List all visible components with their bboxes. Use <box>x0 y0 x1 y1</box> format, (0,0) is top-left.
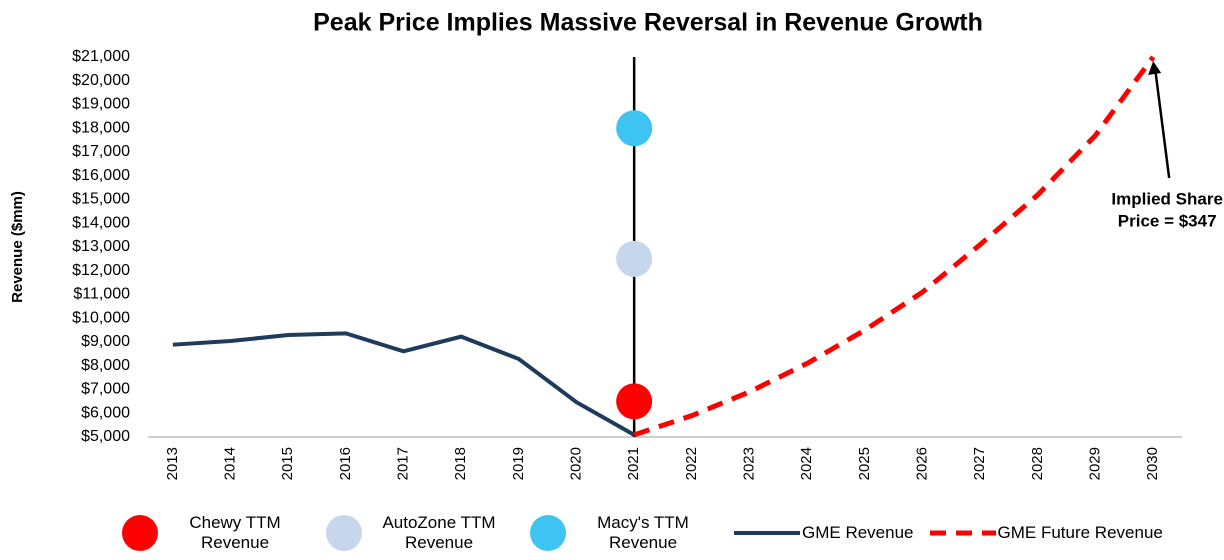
legend-item: AutoZone TTM Revenue <box>324 513 514 553</box>
x-tick-label: 2027 <box>971 447 988 480</box>
y-tick-label: $13,000 <box>72 238 130 255</box>
y-tick-label: $9,000 <box>81 333 130 350</box>
annotation: Price = $347 <box>1118 211 1217 230</box>
x-tick-label: 2030 <box>1144 447 1161 480</box>
scatter-point <box>616 110 653 147</box>
y-tick-label: $7,000 <box>81 381 130 398</box>
annotation-arrow <box>1153 68 1171 179</box>
x-tick-label: 2017 <box>394 447 411 480</box>
line-series <box>172 331 636 437</box>
y-tick-label: $17,000 <box>72 143 130 160</box>
x-tick-label: 2029 <box>1086 447 1103 480</box>
legend-label: AutoZone TTM Revenue <box>382 512 496 552</box>
y-tick-label: $20,000 <box>72 72 130 89</box>
y-tick-label: $15,000 <box>72 191 130 208</box>
y-tick-label: $19,000 <box>72 96 130 113</box>
x-tick-label: 2013 <box>164 447 181 480</box>
line-series <box>633 55 1156 438</box>
legend-swatch <box>530 514 566 551</box>
legend-swatch <box>929 530 996 535</box>
legend-label: GME Future Revenue <box>997 522 1163 542</box>
legend-label: GME Revenue <box>802 522 914 542</box>
y-tick-label: $16,000 <box>72 167 130 184</box>
x-tick-label: 2015 <box>279 447 296 480</box>
y-tick-label: $14,000 <box>72 214 130 231</box>
x-tick-label: 2024 <box>798 447 815 480</box>
x-tick-label: 2021 <box>625 447 642 480</box>
y-tick-label: $18,000 <box>72 119 130 136</box>
legend-swatch <box>122 514 158 551</box>
x-tick-label: 2022 <box>683 447 700 480</box>
legend-item: GME Future Revenue <box>928 523 1163 543</box>
legend-swatch <box>734 530 800 535</box>
x-tick-label: 2014 <box>221 447 238 480</box>
x-tick-label: 2019 <box>510 447 527 480</box>
legend-item: Chewy TTM Revenue <box>120 513 310 553</box>
legend: Chewy TTM Revenue AutoZone TTM Revenue Mac… <box>120 505 1220 560</box>
legend-item: Macy's TTM Revenue <box>528 513 718 553</box>
x-tick-label: 2018 <box>452 447 469 480</box>
x-tick-label: 2025 <box>856 447 873 480</box>
legend-item: GME Revenue <box>732 523 914 543</box>
x-tick-label: 2028 <box>1029 447 1046 480</box>
legend-label: Chewy TTM Revenue <box>189 512 281 552</box>
x-tick-label: 2016 <box>337 447 354 480</box>
x-tick-label: 2023 <box>740 447 757 480</box>
annotation: Implied Share <box>1111 189 1222 208</box>
x-tick-label: 2020 <box>567 447 584 480</box>
y-tick-label: $21,000 <box>72 48 130 65</box>
x-tick-label: 2026 <box>913 447 930 480</box>
y-tick-label: $5,000 <box>81 428 130 445</box>
scatter-point <box>616 383 653 420</box>
y-tick-label: $6,000 <box>81 404 130 421</box>
scatter-point <box>616 240 653 277</box>
arrow-head <box>1148 61 1162 75</box>
y-tick-label: $12,000 <box>72 262 130 279</box>
legend-swatch <box>326 514 362 551</box>
legend-marker <box>530 514 566 551</box>
y-tick-label: $11,000 <box>73 286 130 303</box>
y-axis-label: Revenue ($mm) <box>9 191 26 303</box>
chart-title: Peak Price Implies Massive Reversal in R… <box>313 9 983 37</box>
y-tick-label: $8,000 <box>81 357 130 374</box>
legend-marker <box>122 514 158 551</box>
legend-label: Macy's TTM Revenue <box>597 512 689 552</box>
y-tick-label: $10,000 <box>72 309 130 326</box>
chart: Peak Price Implies Massive Reversal in R… <box>9 9 1223 481</box>
legend-marker <box>326 514 362 551</box>
